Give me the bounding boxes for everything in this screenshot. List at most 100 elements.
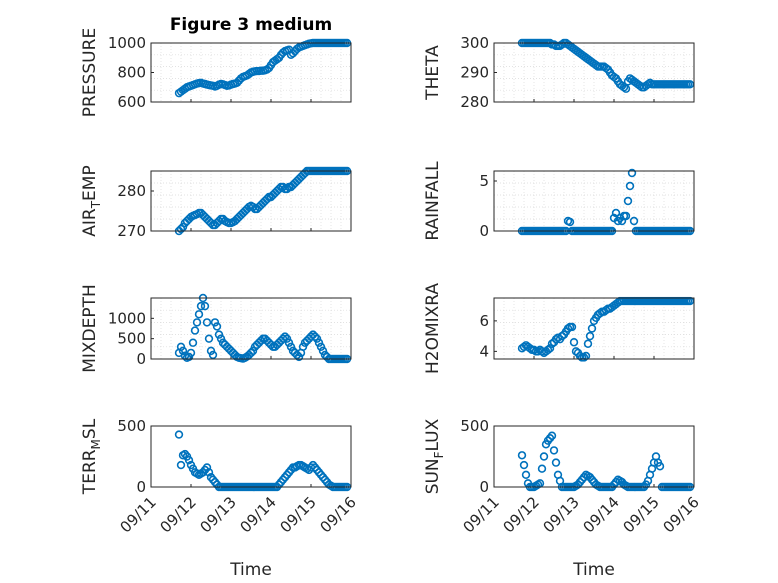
data-point <box>627 168 637 178</box>
data-point <box>174 430 184 439</box>
y-label-part: TERR <box>80 449 100 495</box>
y-tick-label: 300 <box>460 34 489 52</box>
x-tick-label: 09/15 <box>277 493 320 536</box>
axes-box <box>150 425 352 488</box>
y-axis-label: TERRMSL <box>80 418 103 495</box>
y-label-part: LUX <box>423 418 443 451</box>
subplot-theta: THETA 280 290 300 <box>423 34 695 111</box>
data-point <box>318 346 328 356</box>
y-tick-label: 1000 <box>108 309 146 327</box>
data-point <box>617 216 627 226</box>
data-point <box>549 446 559 455</box>
y-label-part: SUN <box>423 458 443 494</box>
data-point <box>202 463 212 472</box>
data-point <box>629 216 639 226</box>
data-point <box>551 458 561 467</box>
x-tick-label: 09/11 <box>117 493 160 536</box>
data-point <box>204 468 214 477</box>
data-point <box>278 334 288 343</box>
data-point <box>565 217 575 227</box>
y-tick-label: 0 <box>479 222 489 240</box>
y-label-subscript: M <box>89 439 103 449</box>
data-point <box>563 324 573 333</box>
y-tick-label: 500 <box>117 417 146 435</box>
x-tick-label: 09/13 <box>540 493 583 536</box>
data-point <box>184 455 194 465</box>
data-point <box>585 331 595 341</box>
y-tick-label: 500 <box>117 330 146 348</box>
data-point <box>579 353 589 362</box>
data-point <box>204 334 214 343</box>
data-point <box>611 208 621 218</box>
subplot-sun-flux: SUNFLUX 0 500 09/1109/1209/1309/1409/1509/1… <box>423 417 703 536</box>
data-point <box>314 338 324 347</box>
data-point <box>212 322 222 331</box>
subplot-terr-msl: TERRMSL 0 500 09/1109/1209/1309/1409/1509/1… <box>80 417 360 536</box>
x-tick-label: 09/13 <box>197 493 240 536</box>
data-point <box>188 338 198 347</box>
data-point <box>282 334 292 343</box>
subplot-rainfall: RAINFALL 0 5 <box>423 161 695 241</box>
x-tick-label: 09/15 <box>620 493 663 536</box>
data-point <box>214 330 224 339</box>
x-tick-label: 09/11 <box>460 493 503 536</box>
data-point <box>200 301 210 311</box>
x-tick-label: 09/16 <box>317 493 360 536</box>
data-point <box>178 346 188 356</box>
data-point <box>310 332 320 341</box>
y-label-subscript: T <box>89 200 103 209</box>
subplot-h2omixra: H2OMIXRA 4 6 <box>423 283 695 374</box>
data-point <box>292 350 302 360</box>
data-point <box>519 460 529 470</box>
y-axis-label: THETA <box>423 45 443 101</box>
data-point <box>587 324 597 333</box>
y-tick-label: 290 <box>460 64 489 82</box>
data-point <box>625 181 635 191</box>
data-point <box>623 196 633 206</box>
y-label-part: AIR <box>80 208 100 237</box>
axes-box <box>150 297 352 360</box>
data-point <box>178 222 188 232</box>
data-point <box>621 84 631 93</box>
data-point <box>194 310 204 319</box>
y-tick-label: 270 <box>117 222 146 240</box>
data-point <box>210 318 220 327</box>
y-tick-label: 0 <box>479 478 489 496</box>
axes-box <box>493 42 695 103</box>
data-point <box>543 345 553 355</box>
y-label-subscript: F <box>432 451 446 458</box>
data-point <box>176 224 186 234</box>
y-tick-label: 600 <box>117 93 146 111</box>
y-axis-label: SUNFLUX <box>423 418 446 494</box>
subplot-grid: PRESSURE 6008001000THETA280290300AIRTEMP2… <box>80 28 703 537</box>
subplot-mixdepth: MIXDEPTH 0 500 1000 <box>80 284 352 373</box>
y-tick-label: 1000 <box>108 34 146 52</box>
y-axis-label: PRESSURE <box>80 28 100 117</box>
data-point <box>202 318 212 327</box>
data-point <box>316 342 326 351</box>
x-tick-label: 09/12 <box>157 493 200 536</box>
data-point <box>547 431 557 440</box>
y-axis-label: AIRTEMP <box>80 165 103 236</box>
data-point <box>176 460 186 470</box>
data-point <box>621 211 631 221</box>
data-point <box>312 334 322 343</box>
data-point <box>685 80 695 89</box>
y-tick-label: 6 <box>479 312 489 330</box>
y-axis-label: H2OMIXRA <box>423 283 443 374</box>
data-point <box>176 342 186 351</box>
data-point <box>186 348 196 358</box>
data-point <box>517 451 527 460</box>
y-tick-label: 280 <box>117 182 146 200</box>
axes-box <box>493 297 695 360</box>
data-point <box>282 184 292 194</box>
x-tick-label: 09/14 <box>237 493 280 536</box>
data-point <box>294 352 304 362</box>
data-point <box>545 344 555 353</box>
data-point <box>190 326 200 335</box>
x-axis-label-left: Time <box>229 560 272 580</box>
data-point <box>298 342 308 351</box>
axes-background <box>494 43 694 102</box>
data-point <box>567 322 577 332</box>
